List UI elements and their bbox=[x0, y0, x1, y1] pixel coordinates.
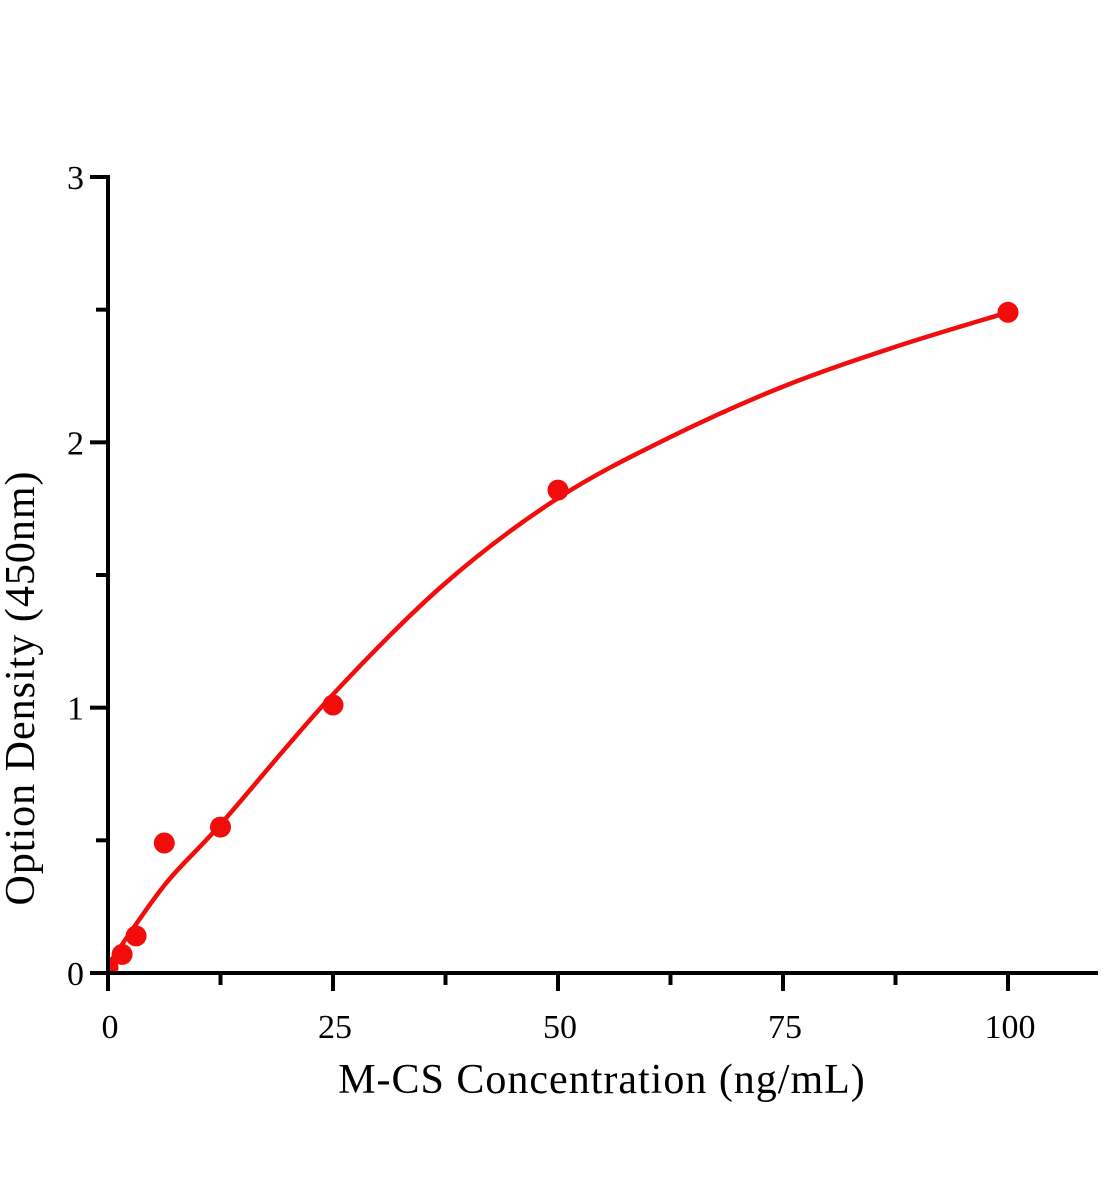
x-axis-ticks bbox=[106, 975, 1010, 991]
y-tick-label: 0 bbox=[67, 956, 84, 993]
fit-curve bbox=[110, 310, 1011, 967]
x-axis-tick-labels: 0 25 50 75 100 bbox=[102, 1009, 1036, 1046]
data-points bbox=[110, 301, 1019, 971]
x-tick-label: 50 bbox=[543, 1009, 577, 1046]
x-tick-label: 25 bbox=[318, 1009, 352, 1046]
y-axis: 0 1 2 3 Option Density (450nm) bbox=[0, 160, 110, 993]
fit-curve-path bbox=[110, 310, 1011, 967]
x-tick-label: 0 bbox=[102, 1009, 119, 1046]
data-point bbox=[210, 816, 231, 838]
y-tick-label: 3 bbox=[67, 160, 84, 197]
data-point bbox=[111, 943, 133, 965]
y-axis-ticks bbox=[90, 175, 106, 975]
data-point bbox=[110, 957, 119, 971]
data-point bbox=[125, 925, 147, 947]
x-axis: 0 25 50 75 100 M-CS Concentration (ng/mL) bbox=[102, 971, 1098, 1103]
y-axis-title: Option Density (450nm) bbox=[0, 471, 44, 906]
data-point bbox=[153, 832, 175, 854]
data-point bbox=[997, 301, 1019, 323]
data-point bbox=[322, 694, 344, 716]
y-tick-label: 2 bbox=[67, 425, 84, 462]
y-tick-label: 1 bbox=[67, 691, 84, 728]
x-tick-label: 100 bbox=[985, 1009, 1036, 1046]
y-axis-tick-labels: 0 1 2 3 bbox=[67, 160, 84, 993]
data-point bbox=[547, 479, 569, 501]
x-tick-label: 75 bbox=[768, 1009, 802, 1046]
x-axis-title: M-CS Concentration (ng/mL) bbox=[338, 1057, 866, 1103]
